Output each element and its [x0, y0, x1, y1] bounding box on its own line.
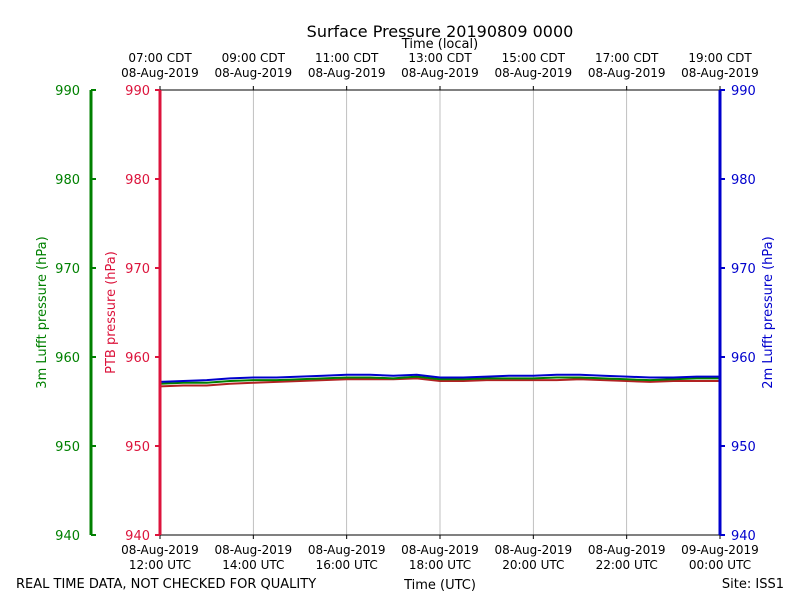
top-tick-label: 13:00 CDT [408, 51, 472, 65]
y-tick-label-lufft3m: 960 [55, 351, 80, 366]
top-tick-label: 19:00 CDT [688, 51, 752, 65]
y-tick-label-ptb: 980 [125, 173, 150, 188]
top-tick-label: 08-Aug-2019 [495, 66, 573, 80]
top-axis-label: Time (local) [401, 37, 478, 52]
top-tick-label: 08-Aug-2019 [308, 66, 386, 80]
top-tick-label: 08-Aug-2019 [588, 66, 666, 80]
grid [252, 90, 628, 535]
y-axis-title-lufft3m: 3m Lufft pressure (hPa) [35, 236, 50, 388]
bottom-tick-label: 08-Aug-2019 [495, 543, 573, 557]
bottom-tick-label: 16:00 UTC [316, 558, 378, 572]
top-tick-label: 11:00 CDT [315, 51, 379, 65]
y-tick-label-lufft2m: 960 [731, 351, 756, 366]
top-tick-label: 08-Aug-2019 [215, 66, 293, 80]
y-tick-label-ptb: 950 [125, 440, 150, 455]
bottom-tick-label: 00:00 UTC [689, 558, 751, 572]
bottom-tick-label: 20:00 UTC [502, 558, 564, 572]
top-tick-label: 07:00 CDT [128, 51, 192, 65]
bottom-tick-label: 08-Aug-2019 [308, 543, 386, 557]
bottom-tick-label: 14:00 UTC [222, 558, 284, 572]
top-tick-label: 08-Aug-2019 [681, 66, 759, 80]
series-line-ptb [159, 377, 720, 388]
top-tick-label: 17:00 CDT [595, 51, 659, 65]
bottom-tick-label: 08-Aug-2019 [588, 543, 666, 557]
bottom-tick-label: 12:00 UTC [129, 558, 191, 572]
y-tick-label-lufft3m: 990 [55, 84, 80, 99]
bottom-tick-label: 09-Aug-2019 [681, 543, 759, 557]
chart-title: Surface Pressure 20190809 0000 [307, 22, 574, 41]
y-axis-title-lufft2m: 2m Lufft pressure (hPa) [761, 236, 776, 388]
y-tick-label-lufft2m: 990 [731, 84, 756, 99]
y-tick-label-lufft3m: 970 [55, 262, 80, 277]
quality-disclaimer: REAL TIME DATA, NOT CHECKED FOR QUALITY [16, 577, 316, 592]
y-tick-label-ptb: 990 [125, 84, 150, 99]
top-tick-label: 08-Aug-2019 [401, 66, 479, 80]
y-tick-label-lufft2m: 970 [731, 262, 756, 277]
bottom-tick-label: 08-Aug-2019 [215, 543, 293, 557]
bottom-tick-label: 08-Aug-2019 [401, 543, 479, 557]
pressure-axes: 940 950 960 970 980 990 3m Lufft pressure (hPa… [35, 84, 776, 544]
series-line-lufft3m [159, 375, 720, 385]
y-tick-label-lufft3m: 940 [55, 529, 80, 544]
y-tick-label-lufft2m: 980 [731, 173, 756, 188]
series-line-lufft2m [159, 373, 720, 383]
site-label: Site: ISS1 [722, 577, 784, 592]
top-tick-label: 09:00 CDT [222, 51, 286, 65]
series-lines [159, 373, 720, 388]
y-tick-label-lufft3m: 980 [55, 173, 80, 188]
y-tick-label-ptb: 970 [125, 262, 150, 277]
bottom-tick-label: 22:00 UTC [596, 558, 658, 572]
top-tick-label: 15:00 CDT [502, 51, 566, 65]
y-tick-label-lufft2m: 950 [731, 440, 756, 455]
y-tick-label-lufft3m: 950 [55, 440, 80, 455]
top-tick-label: 08-Aug-2019 [121, 66, 199, 80]
bottom-tick-label: 18:00 UTC [409, 558, 471, 572]
y-axis-title-ptb: PTB pressure (hPa) [104, 251, 119, 374]
bottom-axis-label: Time (UTC) [403, 578, 476, 593]
y-tick-label-ptb: 960 [125, 351, 150, 366]
bottom-tick-label: 08-Aug-2019 [121, 543, 199, 557]
y-tick-label-ptb: 940 [125, 529, 150, 544]
y-tick-label-lufft2m: 940 [731, 529, 756, 544]
